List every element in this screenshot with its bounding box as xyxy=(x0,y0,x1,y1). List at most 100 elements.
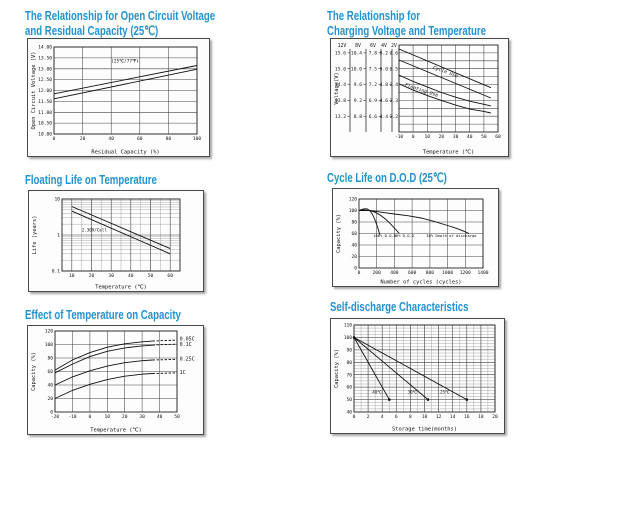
chart-charging-voltage-temperature: -10 0 10 20 30 40 50 60 12V 15.6 15.0 14.4 13.8 13.2 8… xyxy=(330,38,509,157)
svg-text:40: 40 xyxy=(467,134,473,140)
svg-text:10: 10 xyxy=(105,414,111,420)
svg-text:0: 0 xyxy=(353,414,356,420)
svg-text:6.6: 6.6 xyxy=(369,114,378,120)
svg-text:14.00: 14.00 xyxy=(38,45,52,51)
title-line: Self-discharge Characteristics xyxy=(330,299,469,314)
svg-text:11.00: 11.00 xyxy=(38,110,52,116)
svg-text:12.50: 12.50 xyxy=(38,77,52,83)
svg-text:Open Circuit Voltage (V): Open Circuit Voltage (V) xyxy=(31,52,37,130)
chart-svg: 10 20 30 40 50 60 10 1 0.1 2.30V/Cell Temperature … xyxy=(32,197,181,291)
svg-text:50: 50 xyxy=(346,397,352,403)
svg-text:2.4: 2.4 xyxy=(390,82,399,88)
svg-text:10.00: 10.00 xyxy=(38,132,52,138)
svg-text:13.2: 13.2 xyxy=(335,114,346,120)
svg-text:100: 100 xyxy=(45,342,54,348)
svg-text:60: 60 xyxy=(47,369,53,375)
svg-text:10.4: 10.4 xyxy=(351,51,362,57)
svg-text:Temperature (℃): Temperature (℃) xyxy=(95,285,147,291)
svg-text:60: 60 xyxy=(351,231,357,237)
svg-text:Number of cycles (cycles): Number of cycles (cycles) xyxy=(380,280,461,286)
svg-text:120: 120 xyxy=(45,329,54,335)
svg-text:16: 16 xyxy=(464,414,470,420)
svg-text:10: 10 xyxy=(425,134,431,140)
svg-text:60: 60 xyxy=(137,136,143,142)
title-line: Floating Life on Temperature xyxy=(25,172,157,187)
svg-text:40: 40 xyxy=(157,414,163,420)
svg-text:Voltage(V): Voltage(V) xyxy=(334,72,340,104)
svg-text:2: 2 xyxy=(367,414,370,420)
svg-text:13.00: 13.00 xyxy=(38,66,52,72)
svg-text:30: 30 xyxy=(108,273,114,279)
svg-text:15.6: 15.6 xyxy=(335,51,346,57)
title-line: Cycle Life on D.O.D (25℃) xyxy=(327,170,447,185)
svg-text:6.9: 6.9 xyxy=(369,98,378,104)
svg-text:20: 20 xyxy=(351,254,357,260)
svg-text:7.8: 7.8 xyxy=(369,51,378,57)
svg-text:8.8: 8.8 xyxy=(354,114,363,120)
svg-text:2.3: 2.3 xyxy=(390,98,399,104)
svg-text:10: 10 xyxy=(69,273,75,279)
svg-text:40: 40 xyxy=(128,273,134,279)
chart-open-circuit-voltage: 0 20 40 60 80 100 14.00 13.50 13.00 12.50 12.00 11.… xyxy=(27,38,210,157)
title-line: Charging Voltage and Temperature xyxy=(327,23,486,38)
svg-text:20: 20 xyxy=(122,414,128,420)
svg-text:14.4: 14.4 xyxy=(335,82,346,88)
svg-text:80: 80 xyxy=(166,136,172,142)
svg-text:6V: 6V xyxy=(370,43,376,49)
svg-text:110: 110 xyxy=(344,323,353,329)
svg-text:Capacity (%): Capacity (%) xyxy=(336,214,342,253)
svg-text:-10: -10 xyxy=(68,414,77,420)
svg-text:5.0: 5.0 xyxy=(380,66,389,72)
svg-text:2.5: 2.5 xyxy=(390,66,399,72)
svg-text:40: 40 xyxy=(47,383,53,389)
svg-text:0: 0 xyxy=(412,134,415,140)
svg-text:50: 50 xyxy=(174,414,180,420)
svg-text:0.1C: 0.1C xyxy=(180,342,192,348)
svg-text:7.5: 7.5 xyxy=(369,66,378,72)
svg-text:0: 0 xyxy=(354,266,357,272)
title-open-circuit-voltage: The Relationship for Open Circuit Voltag… xyxy=(25,8,215,38)
svg-text:13.50: 13.50 xyxy=(38,56,52,62)
svg-text:800: 800 xyxy=(426,270,435,276)
svg-text:2V: 2V xyxy=(391,43,397,49)
svg-text:8V: 8V xyxy=(355,43,361,49)
svg-text:70: 70 xyxy=(346,372,352,378)
svg-text:30: 30 xyxy=(453,134,459,140)
svg-text:15.0: 15.0 xyxy=(335,66,346,72)
chart-svg: 0 200 400 600 800 1000 1200 1400 0 20 40 60 80 100 120… xyxy=(336,197,489,286)
svg-text:25℃: 25℃ xyxy=(440,389,450,394)
title-cycle-life-dod: Cycle Life on D.O.D (25℃) xyxy=(327,170,447,185)
svg-text:80: 80 xyxy=(351,220,357,226)
svg-text:100: 100 xyxy=(344,335,353,341)
svg-text:2.30V/Cell: 2.30V/Cell xyxy=(82,228,108,233)
svg-text:0: 0 xyxy=(358,270,361,276)
svg-text:0.05C: 0.05C xyxy=(180,337,195,343)
svg-text:10.50: 10.50 xyxy=(38,121,52,127)
svg-text:1400: 1400 xyxy=(477,270,488,276)
svg-text:10.0: 10.0 xyxy=(351,66,362,72)
svg-text:60: 60 xyxy=(167,273,173,279)
svg-text:Storage time(months): Storage time(months) xyxy=(392,427,457,433)
svg-text:0: 0 xyxy=(50,410,53,416)
svg-text:9.6: 9.6 xyxy=(354,82,363,88)
title-line: The Relationship for Open Circuit Voltag… xyxy=(25,8,216,23)
svg-text:Capacity (%): Capacity (%) xyxy=(31,352,37,391)
svg-text:80: 80 xyxy=(346,360,352,366)
svg-text:60: 60 xyxy=(346,385,352,391)
svg-text:-10: -10 xyxy=(395,134,404,140)
svg-text:200: 200 xyxy=(373,270,382,276)
svg-text:0: 0 xyxy=(89,414,92,420)
title-line: Effect of Temperature on Capacity xyxy=(25,307,181,322)
svg-text:4.4: 4.4 xyxy=(380,114,389,120)
svg-text:9.2: 9.2 xyxy=(354,98,363,104)
svg-text:18: 18 xyxy=(478,414,484,420)
svg-text:12.00: 12.00 xyxy=(38,88,52,94)
svg-text:20: 20 xyxy=(492,414,498,420)
svg-text:40: 40 xyxy=(346,410,352,416)
svg-text:600: 600 xyxy=(408,270,417,276)
svg-text:20: 20 xyxy=(80,136,86,142)
svg-text:90: 90 xyxy=(346,348,352,354)
chart-temperature-capacity: -20 -10 0 10 20 30 40 50 0 20 40 60 80 100 120 0.05C 0.1… xyxy=(27,325,204,435)
svg-text:8: 8 xyxy=(409,414,412,420)
